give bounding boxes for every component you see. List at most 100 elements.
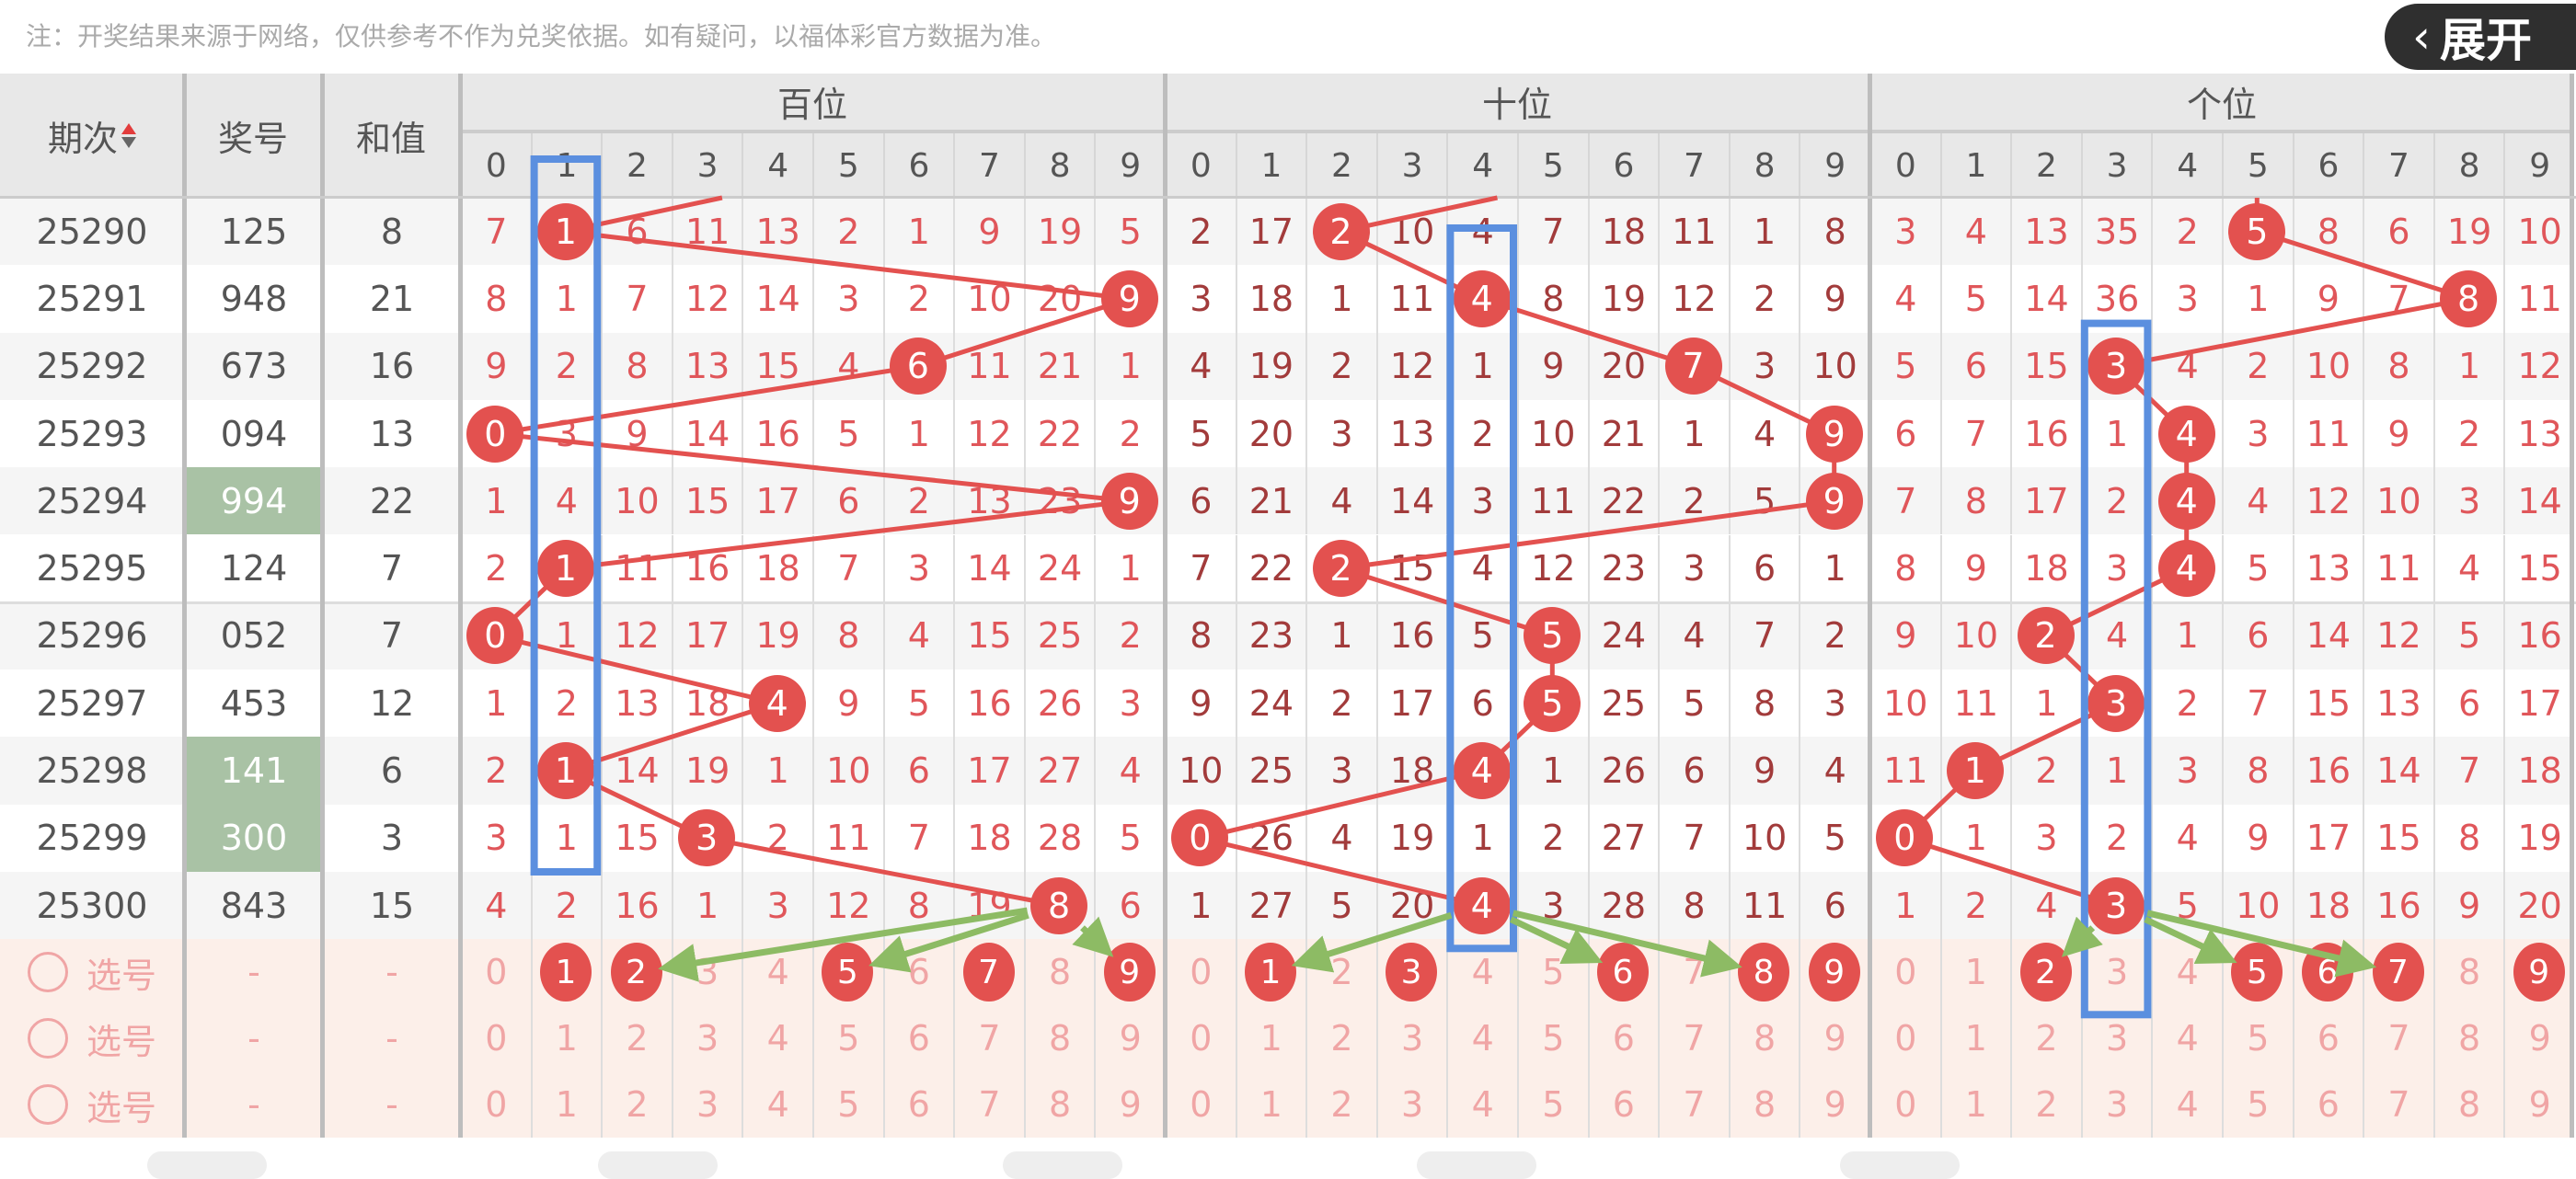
select-digit[interactable]: 0 — [460, 939, 531, 1006]
bottom-tab[interactable] — [1003, 1151, 1122, 1179]
select-digit[interactable]: 4 — [1446, 1071, 1517, 1139]
select-digit[interactable]: 8 — [2432, 939, 2504, 1006]
select-row-label[interactable]: 选号 — [0, 939, 184, 1006]
select-digit[interactable]: 2 — [1305, 1005, 1376, 1072]
select-digit[interactable]: 8 — [1728, 1005, 1800, 1072]
select-digit[interactable]: 1 — [530, 1005, 602, 1072]
selected-digit-ball[interactable]: 9 — [1808, 943, 1860, 1002]
select-digit[interactable]: 3 — [1375, 1005, 1447, 1072]
select-digit[interactable]: 7 — [2363, 1071, 2433, 1139]
bottom-tab[interactable] — [147, 1151, 267, 1179]
select-digit[interactable]: 3 — [2080, 1005, 2152, 1072]
select-digit[interactable]: 6 — [1587, 1071, 1659, 1139]
select-digit[interactable]: 7 — [953, 1005, 1024, 1072]
selected-digit-ball[interactable]: 1 — [539, 943, 592, 1002]
radio-icon[interactable] — [27, 1084, 68, 1126]
select-digit[interactable]: 2 — [2010, 1005, 2081, 1072]
select-digit[interactable]: 2 — [1305, 939, 1376, 1006]
selected-digit-ball[interactable]: 2 — [610, 943, 662, 1002]
header-period[interactable]: 期次 — [0, 74, 184, 198]
select-digit[interactable]: 3 — [1375, 1071, 1447, 1139]
select-digit[interactable]: 0 — [1869, 1005, 1940, 1072]
radio-icon[interactable] — [27, 1018, 68, 1059]
selected-digit-ball[interactable]: 7 — [2372, 943, 2424, 1002]
sort-up-down-icon[interactable] — [121, 123, 136, 148]
select-digit[interactable]: 1 — [1235, 1071, 1306, 1139]
select-digit[interactable]: 9 — [1799, 1071, 1869, 1139]
select-digit[interactable]: 8 — [1023, 1071, 1095, 1139]
select-digit[interactable]: 6 — [882, 939, 954, 1006]
select-digit[interactable]: 7 — [1658, 939, 1729, 1006]
select-digit[interactable]: 2 — [1305, 1071, 1376, 1139]
select-digit[interactable]: 5 — [2222, 1071, 2293, 1139]
selected-digit-ball[interactable]: 6 — [2301, 943, 2353, 1002]
select-digit[interactable]: 9 — [2503, 1005, 2574, 1072]
select-digit[interactable]: 9 — [2503, 1071, 2574, 1139]
select-digit[interactable]: 9 — [1094, 1005, 1165, 1072]
select-digit[interactable]: 7 — [1658, 1071, 1729, 1139]
select-row-label[interactable]: 选号 — [0, 1005, 184, 1072]
select-digit[interactable]: 0 — [460, 1005, 531, 1072]
select-digit[interactable]: 1 — [1939, 1005, 2011, 1072]
select-row-label[interactable]: 选号 — [0, 1071, 184, 1139]
select-digit[interactable]: 2 — [2010, 1071, 2081, 1139]
select-digit[interactable]: 8 — [1023, 939, 1095, 1006]
select-digit[interactable]: 6 — [882, 1071, 954, 1139]
select-digit[interactable]: 0 — [460, 1071, 531, 1139]
select-digit[interactable]: 2 — [601, 1071, 672, 1139]
selected-digit-ball[interactable]: 9 — [2513, 943, 2565, 1002]
selected-digit-ball[interactable]: 7 — [962, 943, 1015, 1002]
select-digit[interactable]: 8 — [1728, 1071, 1800, 1139]
select-digit[interactable]: 0 — [1869, 1071, 1940, 1139]
selected-digit-ball[interactable]: 6 — [1596, 943, 1649, 1002]
select-digit[interactable]: 5 — [812, 1071, 883, 1139]
selected-digit-ball[interactable]: 1 — [1244, 943, 1296, 1002]
bottom-tab[interactable] — [598, 1151, 718, 1179]
select-digit[interactable]: 0 — [1165, 1071, 1236, 1139]
select-digit[interactable]: 6 — [2292, 1005, 2363, 1072]
select-digit[interactable]: 2 — [601, 1005, 672, 1072]
select-digit[interactable]: 7 — [953, 1071, 1024, 1139]
select-digit[interactable]: 3 — [671, 1071, 742, 1139]
select-digit[interactable]: 0 — [1869, 939, 1940, 1006]
select-digit[interactable]: 9 — [1094, 1071, 1165, 1139]
select-digit[interactable]: 1 — [1235, 1005, 1306, 1072]
radio-icon[interactable] — [27, 952, 68, 993]
select-digit[interactable]: 1 — [1939, 1071, 2011, 1139]
select-digit[interactable]: 6 — [882, 1005, 954, 1072]
select-digit[interactable]: 4 — [742, 1005, 812, 1072]
select-digit[interactable]: 4 — [742, 1071, 812, 1139]
select-digit[interactable]: 3 — [671, 939, 742, 1006]
select-digit[interactable]: 4 — [2151, 1071, 2222, 1139]
select-digit[interactable]: 9 — [1799, 1005, 1869, 1072]
select-digit[interactable]: 8 — [2432, 1005, 2504, 1072]
selected-digit-ball[interactable]: 8 — [1738, 943, 1790, 1002]
select-digit[interactable]: 4 — [742, 939, 812, 1006]
select-digit[interactable]: 3 — [2080, 939, 2152, 1006]
select-digit[interactable]: 6 — [2292, 1071, 2363, 1139]
selected-digit-ball[interactable]: 9 — [1103, 943, 1156, 1002]
bottom-tab[interactable] — [1840, 1151, 1960, 1179]
select-digit[interactable]: 6 — [1587, 1005, 1659, 1072]
expand-button[interactable]: ‹ 展开 — [2385, 4, 2576, 70]
select-digit[interactable]: 3 — [2080, 1071, 2152, 1139]
select-digit[interactable]: 5 — [1517, 1071, 1588, 1139]
select-digit[interactable]: 8 — [1023, 1005, 1095, 1072]
select-digit[interactable]: 4 — [1446, 1005, 1517, 1072]
select-digit[interactable]: 3 — [671, 1005, 742, 1072]
select-digit[interactable]: 0 — [1165, 939, 1236, 1006]
select-digit[interactable]: 5 — [1517, 1005, 1588, 1072]
select-digit[interactable]: 5 — [2222, 1005, 2293, 1072]
select-digit[interactable]: 5 — [1517, 939, 1588, 1006]
select-digit[interactable]: 8 — [2432, 1071, 2504, 1139]
select-digit[interactable]: 4 — [2151, 1005, 2222, 1072]
select-digit[interactable]: 1 — [530, 1071, 602, 1139]
select-digit[interactable]: 4 — [2151, 939, 2222, 1006]
selected-digit-ball[interactable]: 3 — [1386, 943, 1438, 1002]
select-digit[interactable]: 7 — [1658, 1005, 1729, 1072]
select-digit[interactable]: 7 — [2363, 1005, 2433, 1072]
select-digit[interactable]: 1 — [1939, 939, 2011, 1006]
select-digit[interactable]: 4 — [1446, 939, 1517, 1006]
selected-digit-ball[interactable]: 2 — [2019, 943, 2072, 1002]
select-digit[interactable]: 0 — [1165, 1005, 1236, 1072]
